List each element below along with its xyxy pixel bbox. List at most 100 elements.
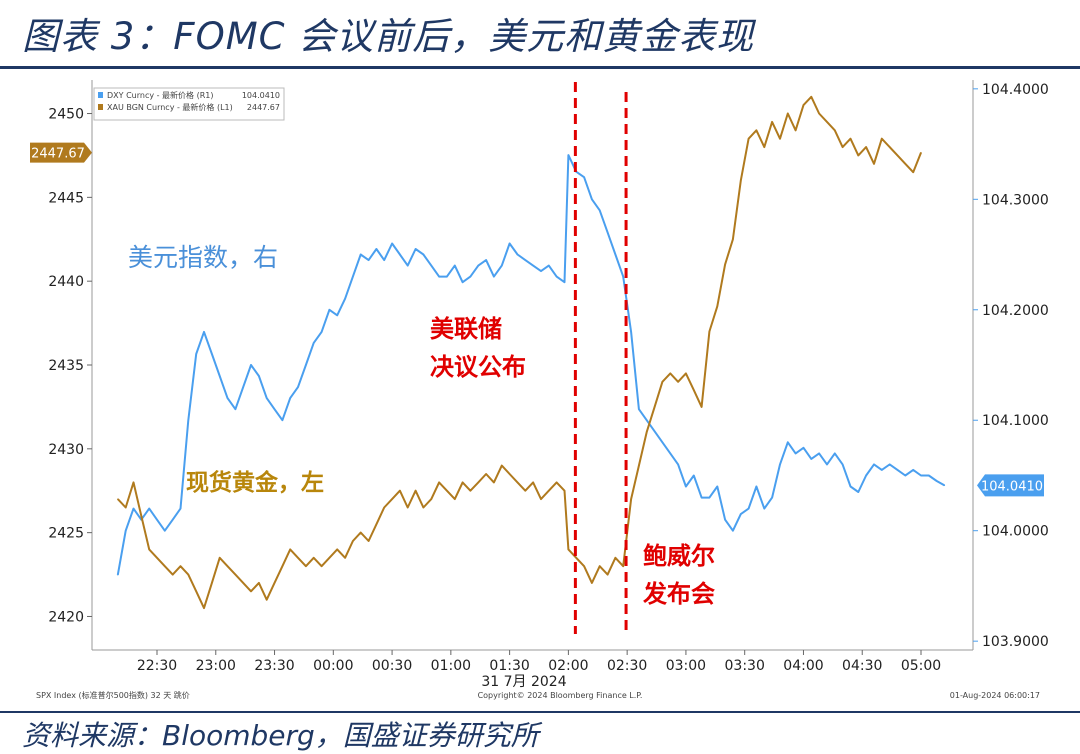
gold-point (646, 431, 648, 433)
gold-point (321, 565, 323, 567)
dxy-point (383, 259, 385, 261)
left-tick-label: 2445 (48, 190, 84, 206)
gold-point (462, 481, 464, 483)
legend-label: XAU BGN Curncy - 最新价格 (L1) (107, 102, 233, 112)
dxy-point (936, 480, 938, 482)
gold-annotation: 现货黄金，左 (186, 469, 324, 496)
dxy-point (509, 242, 511, 245)
gold-point (172, 574, 174, 576)
x-axis: 22:30 23:00 23:30 00:00 00:30 01:00 01:30 02:00… (137, 650, 941, 690)
gold-point (313, 557, 315, 559)
dxy-point (771, 497, 773, 499)
x-tick-label: 00:30 (372, 658, 412, 674)
gold-point (563, 490, 566, 492)
footnote-copyright: Copyright© 2024 Bloomberg Finance L.P. (478, 691, 643, 700)
gold-point (532, 481, 534, 483)
gold-point (654, 406, 656, 408)
dxy-point (556, 276, 558, 278)
x-tick-label: 03:00 (666, 658, 706, 674)
dxy-point (540, 270, 542, 272)
gold-point (748, 138, 750, 140)
dxy-point (203, 331, 205, 333)
right-tick-label: 103.9000 (982, 634, 1049, 650)
dxy-point (516, 253, 519, 256)
dxy-point (842, 463, 844, 465)
dxy-point (368, 259, 370, 261)
gold-point (368, 540, 370, 542)
dxy-point (305, 364, 307, 366)
dxy-point (669, 452, 671, 454)
gold-point (701, 406, 703, 408)
dxy-point (563, 281, 566, 283)
dxy-point (912, 469, 914, 471)
gold-point (826, 121, 828, 123)
dxy-point (125, 530, 127, 532)
dxy-point (810, 458, 812, 460)
gold-point (669, 372, 671, 374)
gold-point (242, 582, 244, 584)
gold-point (399, 490, 401, 492)
dxy-point (172, 519, 174, 521)
dxy-point (818, 452, 820, 454)
dxy-point (740, 513, 742, 515)
dxy-point (164, 530, 166, 532)
dxy-point (548, 265, 550, 267)
x-tick-label: 02:00 (548, 658, 588, 674)
dxy-point (716, 485, 718, 488)
dxy-point (857, 491, 859, 493)
legend-value: 2447.67 (247, 103, 280, 112)
dxy-point (195, 353, 197, 355)
left-tick-label: 2420 (48, 609, 84, 625)
gold-point (148, 548, 150, 550)
dxy-point (148, 508, 150, 510)
gold-point (732, 238, 734, 240)
dxy-point (567, 154, 570, 156)
dxy-point (446, 276, 448, 278)
gold-point (305, 565, 307, 567)
footnote-left: SPX Index (标准普尔500指数) 32 天 跳价 (36, 690, 190, 700)
dxy-point (591, 198, 593, 200)
dxy-point (117, 574, 119, 576)
dxy-point (873, 463, 875, 465)
dxy-point (266, 397, 268, 399)
gold-point (454, 498, 456, 500)
gold-point (802, 104, 805, 106)
gold-point (266, 599, 268, 601)
gold-point (407, 506, 409, 509)
gold-point (912, 171, 914, 173)
gold-point (567, 548, 570, 550)
dxy-point (826, 463, 828, 465)
dxy-point (896, 469, 899, 471)
dxy-last-value: 104.0410 (981, 479, 1043, 494)
dxy-point (250, 364, 252, 366)
dxy-point (234, 408, 236, 410)
x-tick-label: 02:30 (607, 658, 647, 674)
x-tick-label: 01:30 (489, 658, 529, 674)
gold-point (179, 565, 182, 567)
dxy-point (328, 309, 330, 311)
left-tick-label: 2430 (48, 442, 84, 458)
gold-point (226, 565, 229, 567)
source-note: 资料来源：Bloomberg，国盛证券研究所 (22, 719, 539, 752)
dxy-point (693, 474, 695, 477)
gold-point (344, 557, 346, 559)
legend-box (93, 87, 285, 121)
gold-point (360, 532, 362, 534)
left-tick-label: 2450 (48, 107, 84, 123)
gold-point (693, 389, 695, 391)
dxy-point (211, 353, 213, 355)
dxy-point (654, 430, 656, 432)
gold-point (234, 574, 236, 576)
gold-point (842, 146, 844, 148)
gold-point (391, 498, 393, 500)
chart-axes (91, 80, 974, 651)
gold-point (422, 506, 424, 509)
dxy-point (407, 265, 409, 267)
right-tick-label: 104.3000 (982, 192, 1049, 208)
gold-point (493, 481, 495, 483)
fomc-annotation: 决议公布 (430, 353, 526, 381)
dxy-point (422, 253, 424, 256)
gold-point (556, 481, 558, 483)
dxy-point (881, 469, 883, 471)
dxy-point (485, 259, 487, 261)
